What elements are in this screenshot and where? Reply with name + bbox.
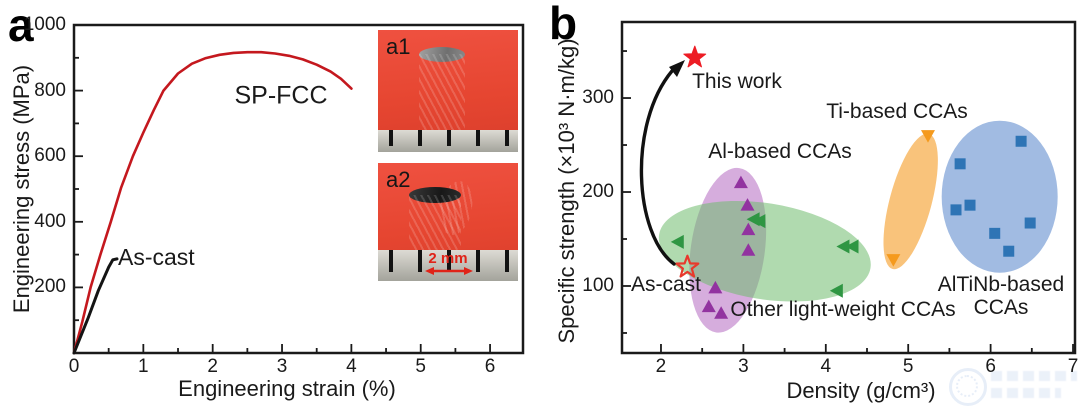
scatter-group-as-cast <box>675 254 700 278</box>
ruler-tick-mark <box>505 250 509 272</box>
scatter-group-al-based-ccas <box>701 175 756 319</box>
ellipse-ti-based-ccas <box>883 133 938 270</box>
sample-cylinder-body <box>419 54 465 132</box>
scale-bar-arrow-icon <box>425 267 473 275</box>
ruler-tick-mark <box>418 250 422 272</box>
ruler-a1 <box>378 130 518 152</box>
ellipse-altinb-based-ccas <box>941 120 1058 273</box>
ruler-a2 <box>378 250 518 281</box>
sample-cylinder-top <box>409 187 461 203</box>
inset-a1-label: a1 <box>386 34 411 59</box>
scatter-group-other-light-weight-ccas <box>670 212 859 298</box>
ruler-tick-mark <box>418 130 422 146</box>
ruler-tick-mark <box>389 250 393 272</box>
sample-cylinder-top <box>419 47 465 62</box>
ruler-tick-mark <box>447 130 451 146</box>
scale-bar-label: 2 mm <box>428 250 468 267</box>
ruler-tick-mark <box>505 130 509 146</box>
trend-arrow <box>639 60 685 266</box>
ruler-tick-mark <box>476 250 480 272</box>
inset-a2-label: a2 <box>386 167 411 192</box>
inset-photo-a1: a1 <box>378 30 518 152</box>
scatter-group-ti-based-ccas <box>886 130 935 267</box>
ruler-tick-mark <box>476 130 480 146</box>
curve-as-cast <box>72 257 119 355</box>
curve-sp-fcc <box>72 50 353 355</box>
scatter-group-this-work <box>683 45 707 68</box>
panel-a-axes <box>72 23 525 355</box>
ellipse-other-light-weight-ccas <box>658 200 871 302</box>
ruler-tick-mark <box>447 250 451 272</box>
scatter-group-altinb-based-ccas <box>950 135 1036 257</box>
panel-b-axes <box>620 20 1077 355</box>
ruler-tick-mark <box>389 130 393 146</box>
inset-photo-a2: a2 2 mm <box>378 163 518 281</box>
sample-cylinder-body <box>409 195 461 251</box>
